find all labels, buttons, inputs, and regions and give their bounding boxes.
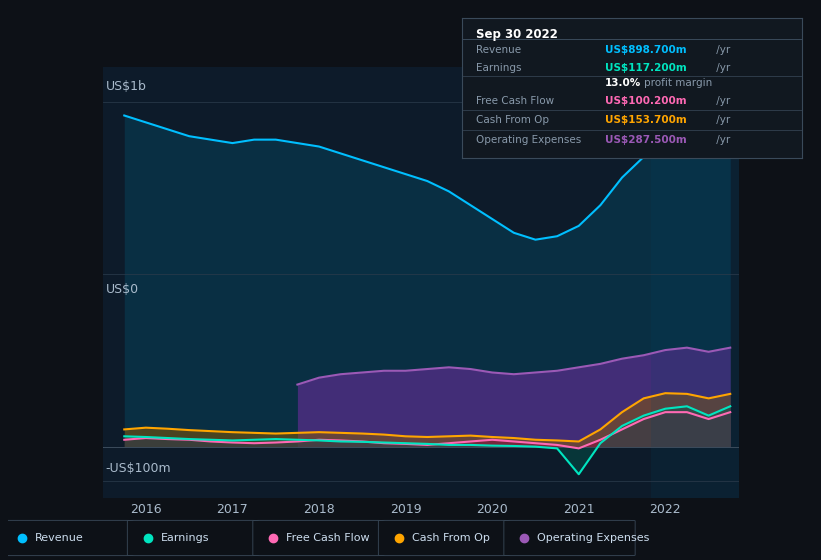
- Text: 13.0%: 13.0%: [605, 78, 641, 88]
- Text: US$117.200m: US$117.200m: [605, 63, 686, 73]
- Text: Cash From Op: Cash From Op: [411, 533, 489, 543]
- Text: Earnings: Earnings: [475, 63, 521, 73]
- Text: US$0: US$0: [106, 283, 139, 296]
- Text: /yr: /yr: [713, 115, 731, 125]
- Text: US$287.500m: US$287.500m: [605, 135, 686, 145]
- Text: profit margin: profit margin: [644, 78, 712, 88]
- Text: Operating Expenses: Operating Expenses: [537, 533, 649, 543]
- FancyBboxPatch shape: [504, 520, 635, 556]
- Text: Earnings: Earnings: [161, 533, 209, 543]
- Text: /yr: /yr: [713, 45, 731, 55]
- Bar: [650, 67, 739, 498]
- Text: /yr: /yr: [713, 135, 731, 145]
- Text: Cash From Op: Cash From Op: [475, 115, 548, 125]
- Text: Free Cash Flow: Free Cash Flow: [475, 96, 553, 106]
- Text: /yr: /yr: [713, 96, 731, 106]
- FancyBboxPatch shape: [378, 520, 510, 556]
- FancyBboxPatch shape: [2, 520, 133, 556]
- Text: Sep 30 2022: Sep 30 2022: [475, 28, 557, 41]
- Text: US$153.700m: US$153.700m: [605, 115, 686, 125]
- Text: Operating Expenses: Operating Expenses: [475, 135, 580, 145]
- Text: Revenue: Revenue: [35, 533, 84, 543]
- Text: US$100.200m: US$100.200m: [605, 96, 686, 106]
- Text: Revenue: Revenue: [475, 45, 521, 55]
- Text: US$1b: US$1b: [106, 80, 147, 93]
- Text: /yr: /yr: [713, 63, 731, 73]
- FancyBboxPatch shape: [127, 520, 259, 556]
- Text: Free Cash Flow: Free Cash Flow: [287, 533, 369, 543]
- Text: US$898.700m: US$898.700m: [605, 45, 686, 55]
- Text: -US$100m: -US$100m: [106, 461, 172, 475]
- FancyBboxPatch shape: [253, 520, 384, 556]
